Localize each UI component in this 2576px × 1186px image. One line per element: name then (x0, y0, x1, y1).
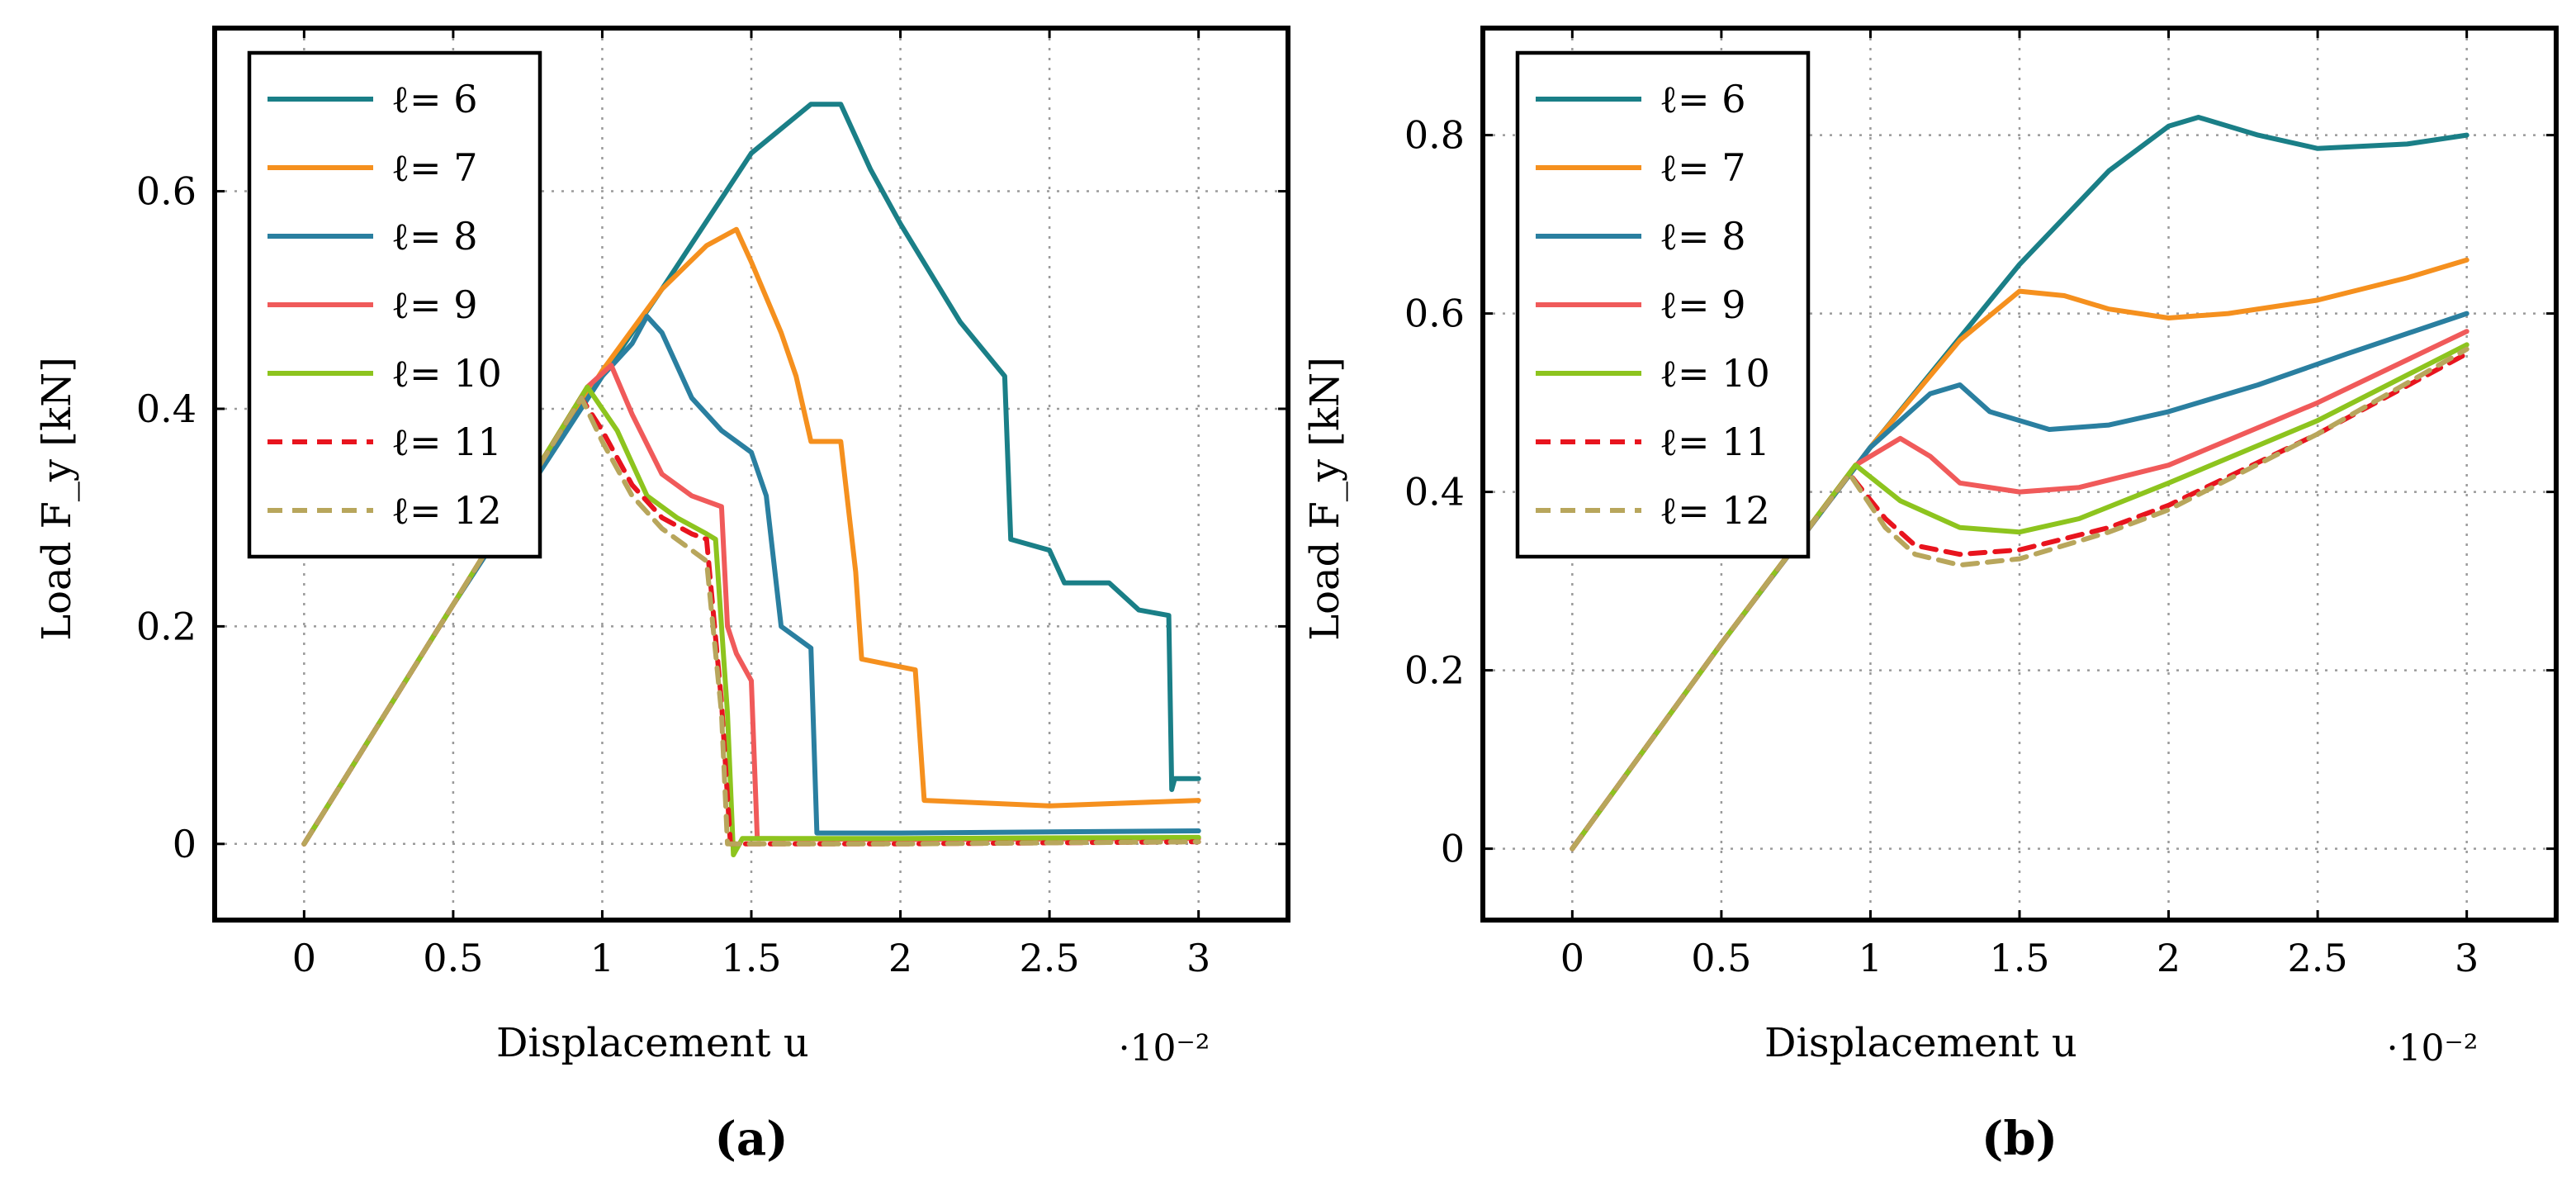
y-tick-label: 0.6 (136, 169, 197, 214)
y-tick-label: 0.6 (1404, 292, 1465, 336)
series-line-6 (301, 102, 1201, 847)
x-tick-label: 0 (292, 936, 316, 980)
legend-entry-label: ℓ= 8 (1660, 214, 1745, 259)
x-tick-label: 1.5 (1989, 936, 2049, 980)
x-tick-label: 0 (1560, 936, 1584, 980)
legend-entry-label: ℓ= 10 (391, 351, 502, 396)
x-scale-note: ·10⁻² (2387, 1027, 2479, 1070)
y-tick-label: 0 (1441, 827, 1465, 871)
x-tick-label: 2 (2157, 936, 2181, 980)
x-axis-label: Displacement u (1764, 1020, 2077, 1066)
y-axis-label: Load F_y [kN] (1302, 357, 1348, 641)
y-axis-label: Load F_y [kN] (34, 357, 80, 641)
x-tick-label: 2.5 (2288, 936, 2348, 980)
y-tick-label: 0.4 (136, 387, 197, 431)
y-tick-label: 0.2 (1404, 648, 1465, 693)
y-tick-label: 0.4 (1404, 470, 1465, 515)
legend-entry-label: ℓ= 12 (391, 488, 502, 533)
legend-entry-label: ℓ= 6 (1660, 77, 1745, 121)
series-line-12 (301, 395, 1201, 847)
x-tick-label: 1.5 (721, 936, 781, 980)
y-tick-label: 0 (173, 822, 197, 866)
series-line-9 (301, 363, 1201, 847)
x-tick-label: 1 (1859, 936, 1882, 980)
legend-entry-label: ℓ= 6 (391, 77, 477, 121)
x-tick-label: 2.5 (1020, 936, 1080, 980)
legend-entry-label: ℓ= 8 (391, 214, 477, 259)
x-axis-label: Displacement u (496, 1020, 809, 1066)
x-tick-label: 0.5 (1691, 936, 1751, 980)
x-tick-label: 1 (590, 936, 614, 980)
chart-panel-b: 0 0.5 1 1.5 2 2.5 3 0 0.2 0.4 0.6 0.8 ·10⁻² Displacem… (1302, 26, 2559, 1166)
legend-entry-label: ℓ= 9 (1660, 282, 1745, 327)
series-line-10 (301, 384, 1201, 857)
y-tick-label: 0.2 (136, 604, 197, 648)
legend: ℓ= 6 ℓ= 7 ℓ= 8 ℓ= 9 ℓ= 10 ℓ= 11 ℓ= 12 (247, 50, 542, 559)
x-tick-label: 0.5 (423, 936, 483, 980)
legend-entry-label: ℓ= 10 (1660, 351, 1770, 396)
legend-entry-label: ℓ= 7 (1660, 145, 1745, 190)
legend-entry-label: ℓ= 7 (391, 145, 477, 190)
series-group (301, 102, 1201, 857)
x-tick-label: 3 (1186, 936, 1210, 980)
legend-entry-label: ℓ= 12 (1660, 488, 1770, 533)
y-tick-label: 0.8 (1404, 113, 1465, 158)
legend-entry-label: ℓ= 11 (1660, 420, 1770, 464)
legend: ℓ= 6 ℓ= 7 ℓ= 8 ℓ= 9 ℓ= 10 ℓ= 11 ℓ= 12 (1515, 50, 1811, 559)
legend-entry-label: ℓ= 11 (391, 420, 502, 464)
legend-entry-label: ℓ= 9 (391, 282, 477, 327)
x-scale-note: ·10⁻² (1119, 1027, 1210, 1070)
panel-caption: (b) (1982, 1112, 2057, 1166)
series-line-7 (301, 226, 1201, 847)
panel-caption: (a) (714, 1112, 788, 1166)
chart-panel-a: 0 0.5 1 1.5 2 2.5 3 0 0.2 0.4 0.6 ·10⁻² Displacement… (34, 26, 1290, 1166)
x-tick-label: 3 (2455, 936, 2479, 980)
x-tick-label: 2 (888, 936, 912, 980)
